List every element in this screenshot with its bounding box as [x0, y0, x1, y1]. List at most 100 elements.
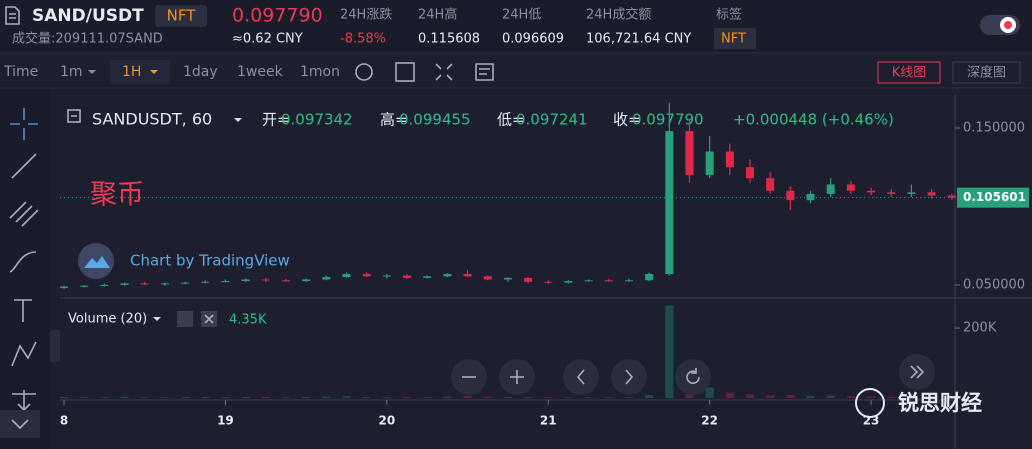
volume-bar: [907, 396, 916, 398]
badge: NFT: [167, 7, 197, 25]
tag-bg: [714, 28, 756, 49]
reset[interactable]: [675, 359, 711, 395]
last-price-bg: [957, 187, 1029, 208]
volume-bar: [564, 397, 573, 398]
interval[interactable]: Time: [3, 64, 38, 80]
indicator-icon[interactable]: [395, 62, 415, 82]
volume-bar: [140, 397, 149, 398]
stat-value: -8.58%: [340, 32, 386, 47]
candle-body: [181, 282, 190, 284]
view-label: K线图: [892, 66, 927, 81]
settings-icon[interactable]: [355, 63, 373, 81]
volume-value: 4.35K: [229, 313, 267, 328]
ohlc-legend: 开=0.097342 高=0.099455 低=0.097241 收=0.097790: [262, 111, 704, 129]
candle-body: [927, 192, 936, 196]
candle-body: [564, 281, 573, 283]
volume-bar: [604, 397, 613, 398]
volume-bar: [443, 396, 452, 398]
volume-bar: [665, 305, 674, 398]
volume-bar: [201, 396, 210, 398]
footer-brand: 锐思财经: [898, 391, 982, 415]
view-button[interactable]: [877, 61, 941, 84]
nav-buttons: [451, 354, 935, 395]
collapse-button[interactable]: [50, 330, 60, 362]
volume-bar: [927, 396, 936, 398]
x-tick-label: 21: [540, 414, 557, 428]
view-button[interactable]: [952, 61, 1021, 84]
scroll-button[interactable]: [0, 410, 40, 438]
watermark: 聚币: [90, 180, 144, 211]
stat-label: 24H低: [502, 8, 541, 23]
interval[interactable]: 1day: [183, 64, 218, 80]
candle-body: [362, 273, 371, 277]
interval[interactable]: 1week: [237, 64, 284, 80]
volume-settings[interactable]: [177, 311, 193, 327]
view-label: 深度图: [967, 65, 1006, 81]
volume-bar: [705, 387, 714, 398]
candle-body: [786, 190, 795, 201]
scroll-left[interactable]: [563, 359, 599, 395]
volume-bar: [524, 396, 533, 398]
volume-title: Volume (20): [68, 312, 147, 327]
toolbar-icons: [355, 62, 494, 82]
dropdown-arrow: [150, 70, 158, 74]
volume-bar: [80, 397, 89, 398]
volume-bar: [645, 395, 654, 398]
candle-body: [60, 286, 69, 289]
dropdown-arrow[interactable]: [234, 118, 242, 122]
stat-value: 106,721.64 CNY: [586, 32, 691, 47]
stat-label: 标签: [716, 7, 742, 23]
crosshair-tool[interactable]: [10, 108, 38, 140]
volume-bar: [60, 396, 69, 398]
volume-bar: [261, 396, 270, 398]
volume-bar: [322, 396, 331, 398]
tv-logo: [78, 243, 114, 279]
fib-tool[interactable]: [9, 201, 39, 227]
volume-bar: [746, 394, 755, 398]
reset-icon: [686, 368, 700, 384]
interval[interactable]: 1m: [60, 64, 83, 80]
text-tool[interactable]: [14, 299, 32, 322]
volume-bar: [584, 397, 593, 398]
interval[interactable]: 1mon: [300, 64, 340, 80]
volume-bar: [867, 396, 876, 398]
volume-bar: [181, 397, 190, 398]
scroll-right[interactable]: [611, 359, 647, 395]
line-tool[interactable]: [11, 153, 37, 179]
volume-bar: [382, 397, 391, 398]
volume: 成交量:209111.07SAND: [12, 31, 163, 47]
candle-body: [160, 283, 169, 285]
ohlc-value: 0.097241: [516, 111, 588, 129]
volume-bar: [463, 395, 472, 398]
candle-body: [524, 277, 533, 282]
ohlc-label: 收=: [613, 111, 641, 129]
candle-body: [463, 273, 472, 277]
y-tick-label: 200K: [963, 321, 997, 336]
toggle-dot: [1004, 21, 1012, 29]
fullscreen-icon[interactable]: [435, 63, 453, 81]
brush-tool[interactable]: [9, 251, 37, 273]
volume-bar: [221, 397, 230, 398]
x-tick-label: 19: [217, 414, 234, 428]
candle-body: [302, 279, 311, 282]
volume-bar: [544, 397, 553, 398]
save-icon[interactable]: [475, 63, 494, 81]
pattern-tool[interactable]: [11, 341, 37, 367]
stat-label: 24H涨跌: [340, 7, 392, 23]
volume-bar: [160, 397, 169, 398]
stat-label: 24H成交额: [586, 7, 651, 23]
volume-bar: [241, 397, 250, 398]
ohlc-value: 0.097790: [632, 111, 704, 129]
interval[interactable]: 1H: [122, 64, 141, 80]
candle-body: [281, 280, 290, 282]
collapse-legend[interactable]: [67, 109, 81, 123]
volume-bar: [725, 392, 734, 398]
dropdown-arrow[interactable]: [153, 317, 161, 321]
candle-body: [887, 192, 896, 194]
volume-bar: [120, 396, 129, 398]
draw-tools: [9, 108, 39, 412]
symbol-label: SANDUSDT, 60: [92, 110, 212, 129]
candle-body: [665, 131, 674, 274]
candle-body: [120, 283, 129, 285]
